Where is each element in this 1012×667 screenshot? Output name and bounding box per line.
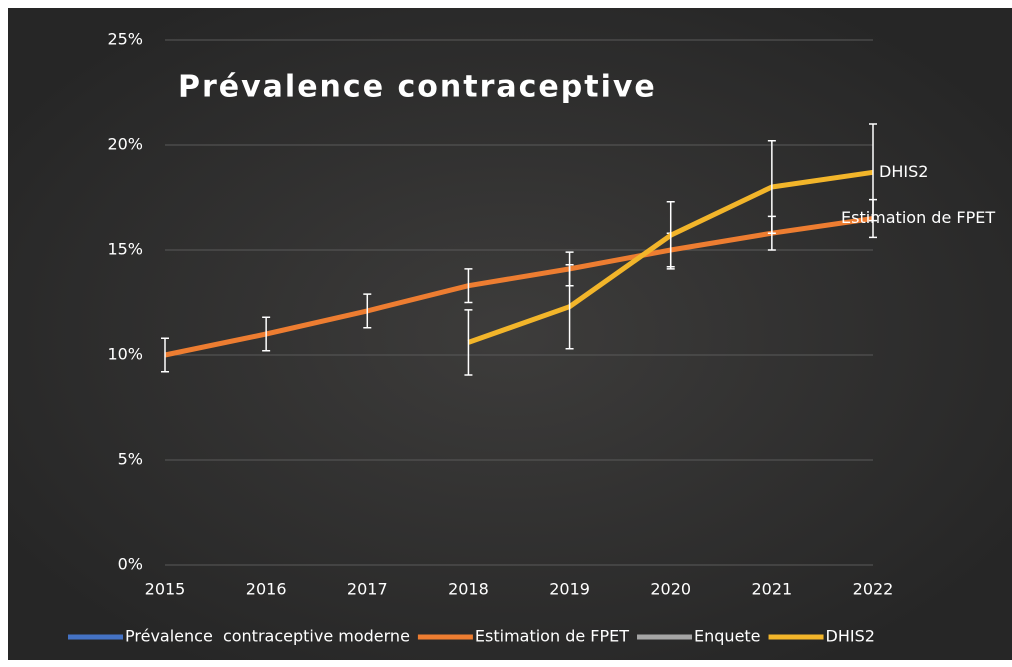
x-tick-label: 2022 bbox=[853, 580, 894, 599]
y-tick-label: 5% bbox=[118, 450, 143, 469]
x-tick-label: 2016 bbox=[246, 580, 287, 599]
error-bar bbox=[464, 268, 473, 304]
end-label: Estimation de FPET bbox=[841, 208, 995, 227]
error-bar bbox=[363, 293, 372, 329]
chart-background bbox=[8, 8, 1012, 660]
legend-label: Enquete bbox=[694, 627, 761, 646]
x-tick-label: 2015 bbox=[145, 580, 186, 599]
error-bar bbox=[767, 140, 776, 234]
y-tick-label: 0% bbox=[118, 555, 143, 574]
y-tick-label: 25% bbox=[107, 30, 143, 49]
end-label: DHIS2 bbox=[879, 162, 928, 181]
x-tick-label: 2020 bbox=[650, 580, 691, 599]
legend-label: DHIS2 bbox=[826, 627, 875, 646]
y-tick-label: 20% bbox=[107, 135, 143, 154]
x-tick-label: 2018 bbox=[448, 580, 489, 599]
error-bar bbox=[565, 263, 574, 350]
error-bar bbox=[464, 309, 473, 376]
error-bar bbox=[666, 200, 675, 270]
error-bar bbox=[869, 123, 877, 222]
y-tick-label: 10% bbox=[107, 345, 143, 364]
error-bar bbox=[161, 337, 169, 373]
x-tick-label: 2021 bbox=[751, 580, 792, 599]
y-tick-label: 15% bbox=[107, 240, 143, 259]
x-tick-label: 2017 bbox=[347, 580, 388, 599]
series-line bbox=[164, 216, 874, 358]
legend-label: Estimation de FPET bbox=[475, 627, 629, 646]
legend-label: Prévalence contraceptive moderne bbox=[125, 627, 410, 646]
error-bar bbox=[262, 316, 271, 352]
x-tick-label: 2019 bbox=[549, 580, 590, 599]
chart-title: Prévalence contraceptive bbox=[178, 70, 657, 105]
